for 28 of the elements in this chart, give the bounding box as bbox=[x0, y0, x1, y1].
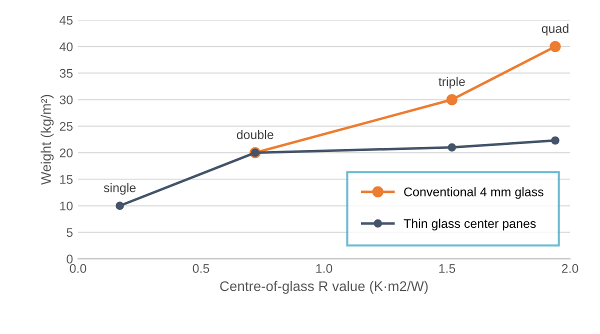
y-axis-title: Weight (kg/m²) bbox=[40, 94, 54, 185]
x-tick-label: 2.0 bbox=[562, 264, 578, 273]
x-tick-label: 1.0 bbox=[316, 264, 332, 273]
x-tick-label: 0.5 bbox=[192, 264, 210, 273]
annotation: quad bbox=[542, 24, 568, 36]
x-tick-label: 1.5 bbox=[439, 264, 456, 273]
annotation: double bbox=[236, 130, 274, 140]
point bbox=[446, 94, 458, 106]
annotation: triple bbox=[438, 76, 465, 89]
y-tick-label: 15 bbox=[60, 175, 73, 184]
x-tick-label: 0.0 bbox=[70, 264, 86, 273]
point bbox=[550, 41, 561, 52]
y-tick-label: 0 bbox=[66, 254, 73, 264]
y-tick-label: 20 bbox=[60, 148, 73, 158]
point bbox=[448, 143, 456, 152]
legend-label: Thin glass center panes bbox=[404, 218, 536, 230]
point bbox=[551, 136, 560, 145]
point bbox=[116, 202, 124, 210]
y-tick-label: 5 bbox=[66, 228, 73, 237]
y-tick-label: 30 bbox=[60, 95, 73, 104]
y-tick-label: 25 bbox=[60, 122, 73, 131]
y-tick-label: 45 bbox=[60, 16, 73, 25]
y-tick-label: 10 bbox=[60, 202, 73, 210]
x-axis-title: Centre-of-glass R value (K·m2/W) bbox=[220, 280, 428, 294]
y-tick-label: 35 bbox=[60, 68, 73, 78]
annotation: single bbox=[104, 183, 136, 195]
y-tick-label: 40 bbox=[60, 42, 73, 52]
legend-label: Conventional 4 mm glass bbox=[404, 187, 544, 199]
